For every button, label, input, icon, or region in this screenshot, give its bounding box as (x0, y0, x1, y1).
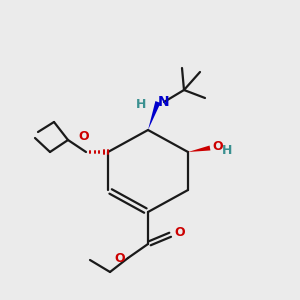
Text: N: N (158, 95, 169, 109)
Text: O: O (212, 140, 223, 154)
Text: O: O (114, 253, 125, 266)
Text: O: O (174, 226, 184, 239)
Text: H: H (136, 98, 146, 112)
Polygon shape (148, 101, 161, 130)
Polygon shape (188, 146, 210, 152)
Text: O: O (79, 130, 89, 143)
Text: H: H (222, 143, 232, 157)
